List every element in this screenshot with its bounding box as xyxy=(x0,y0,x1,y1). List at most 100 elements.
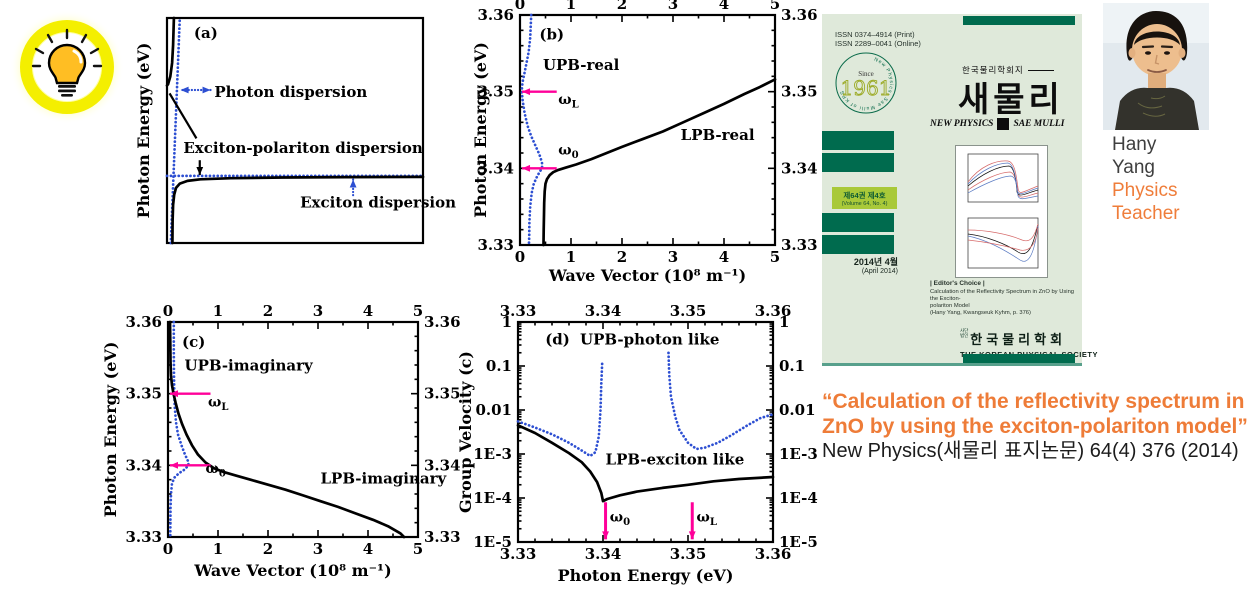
lpb-exciton-like xyxy=(516,423,775,503)
hair xyxy=(1126,11,1188,61)
since-1961-seal: New Physics: Sae Mulli of KPS Since 1961 xyxy=(835,52,897,114)
tick-label: 3.34 xyxy=(125,456,162,474)
annotation-text: UPB-real xyxy=(543,56,620,74)
tick-label: 1E-5 xyxy=(779,533,818,551)
bulb-glass xyxy=(47,43,87,85)
y-axis-label: Group Velocity (c) xyxy=(456,351,475,513)
society-stamp: 사단 법인 xyxy=(960,328,969,338)
issn-print: ISSN 0374–4914 (Print) xyxy=(835,30,915,39)
arrowhead xyxy=(522,88,531,96)
tick-label: 3.33 xyxy=(781,236,818,254)
arrowhead xyxy=(170,390,178,398)
annotation-text: LPB-exciton like xyxy=(606,451,745,469)
tick-label: 3.34 xyxy=(585,302,622,320)
tick-label: 3 xyxy=(313,540,323,558)
tick-label: 2 xyxy=(617,248,627,266)
issn-block: ISSN 0374–4914 (Print) ISSN 2289–0041 (O… xyxy=(835,30,921,48)
tick-label: 3 xyxy=(668,248,678,266)
annotation-text: LPB-real xyxy=(681,126,755,144)
cover-inset-figure xyxy=(955,145,1048,278)
volume-kr: 제64권 제4호 xyxy=(843,190,886,200)
annotation-text: (b) xyxy=(539,26,564,44)
society-name-kr: 한국물리학회 xyxy=(970,332,1067,347)
x-axis-label: Wave Vector (10⁸ m⁻¹) xyxy=(548,266,746,285)
tick-label: 3.35 xyxy=(125,385,162,403)
cover-bar-2 xyxy=(822,153,894,172)
eyes xyxy=(1145,51,1170,55)
tick-label: 4 xyxy=(363,302,373,320)
x-axis-label: Photon Energy (eV) xyxy=(558,566,734,585)
nose xyxy=(1154,54,1160,65)
tick-label: 0 xyxy=(163,540,173,558)
editors-choice-authors: (Hany Yang, Kwangseuk Kyhm, p. 376) xyxy=(930,310,1031,316)
annotation-text: ωL xyxy=(208,395,228,414)
annotation-text: Exciton dispersion xyxy=(300,193,456,211)
editors-choice-title-2: polariton Model xyxy=(930,303,970,309)
tick-label: 0.01 xyxy=(475,401,512,419)
tick-label: 0 xyxy=(163,302,173,320)
lower-polariton-branch xyxy=(171,175,425,245)
chart-panel-a: (a) Photon dispersion Exciton-polariton di… xyxy=(134,16,456,245)
upb-real xyxy=(520,13,544,247)
tick-label: 3.33 xyxy=(424,528,461,546)
annotation-arrow xyxy=(168,92,198,139)
tick-label: 1 xyxy=(213,540,223,558)
tick-label: 5 xyxy=(770,248,780,266)
tick-label: 2 xyxy=(263,540,273,558)
cover-bar-4 xyxy=(822,235,894,254)
issue-date-kr: 2014년 4월 xyxy=(853,257,898,267)
tick-label: 1 xyxy=(502,313,512,331)
journal-cover: ISSN 0374–4914 (Print) ISSN 2289–0041 (O… xyxy=(822,14,1097,366)
arrowhead xyxy=(602,531,609,540)
volume-badge: 제64권 제4호 (Volume 64, No. 4) xyxy=(832,187,897,209)
tick-label: 2 xyxy=(617,0,627,13)
editors-choice-title-1: Calculation of the Reflectivity Spectrum… xyxy=(930,289,1075,302)
annotation-text: UPB-photon like xyxy=(580,330,719,348)
lpb-real xyxy=(542,78,777,247)
bulb-base xyxy=(58,85,76,97)
upb-photon-like-right xyxy=(667,351,775,451)
eyebrows xyxy=(1141,45,1174,49)
shirt xyxy=(1115,87,1199,130)
arrowhead xyxy=(180,86,189,94)
cover-bottom-rule xyxy=(822,363,1082,366)
annotation-text: ωL xyxy=(558,92,578,111)
tick-label: 1 xyxy=(566,0,576,13)
tick-label: 1 xyxy=(213,302,223,320)
tick-label: 3.34 xyxy=(424,456,461,474)
tick-label: 1E-3 xyxy=(473,445,512,463)
tick-label: 1E-4 xyxy=(473,489,512,507)
tick-label: 3.34 xyxy=(585,545,622,563)
upb-imaginary xyxy=(168,320,190,539)
tick-label: 3.35 xyxy=(424,385,461,403)
x-axis-label: Wave Vector (10⁸ m⁻¹) xyxy=(193,561,391,580)
arrowhead xyxy=(170,461,178,469)
lpb-imaginary xyxy=(168,320,406,539)
paper-title-line-2: ZnO by using the exciton-polariton model… xyxy=(822,415,1248,438)
cover-corner-top xyxy=(963,16,1075,25)
bulb-rays xyxy=(31,28,103,68)
tick-label: 0 xyxy=(515,248,525,266)
tick-label: 5 xyxy=(770,0,780,13)
seal-since: Since xyxy=(858,70,874,78)
mouth xyxy=(1147,69,1167,73)
tick-label: 3.36 xyxy=(125,313,162,331)
tick-label: 3.35 xyxy=(477,83,514,101)
journal-kr-label: 한국물리학회지 xyxy=(962,64,1054,76)
tick-label: 4 xyxy=(363,540,373,558)
annotation-text: UPB-imaginary xyxy=(185,357,315,375)
photon-dispersion-line xyxy=(169,16,182,245)
upb-photon-like-left xyxy=(516,361,604,458)
bulb-ring xyxy=(20,20,114,114)
editors-choice-label: | Editor's Choice | xyxy=(930,280,985,287)
issue-date-en: (April 2014) xyxy=(861,268,898,275)
arrowhead xyxy=(202,86,211,94)
tick-label: 3.36 xyxy=(755,545,792,563)
tick-label: 1E-3 xyxy=(779,445,818,463)
tick-label: 3.36 xyxy=(477,6,514,24)
tick-label: 3.33 xyxy=(125,528,162,546)
tick-label: 3.34 xyxy=(781,159,818,177)
citation-block: “Calculation of the reflectivity spectru… xyxy=(822,389,1253,463)
annotation-text: Photon dispersion xyxy=(214,83,367,101)
